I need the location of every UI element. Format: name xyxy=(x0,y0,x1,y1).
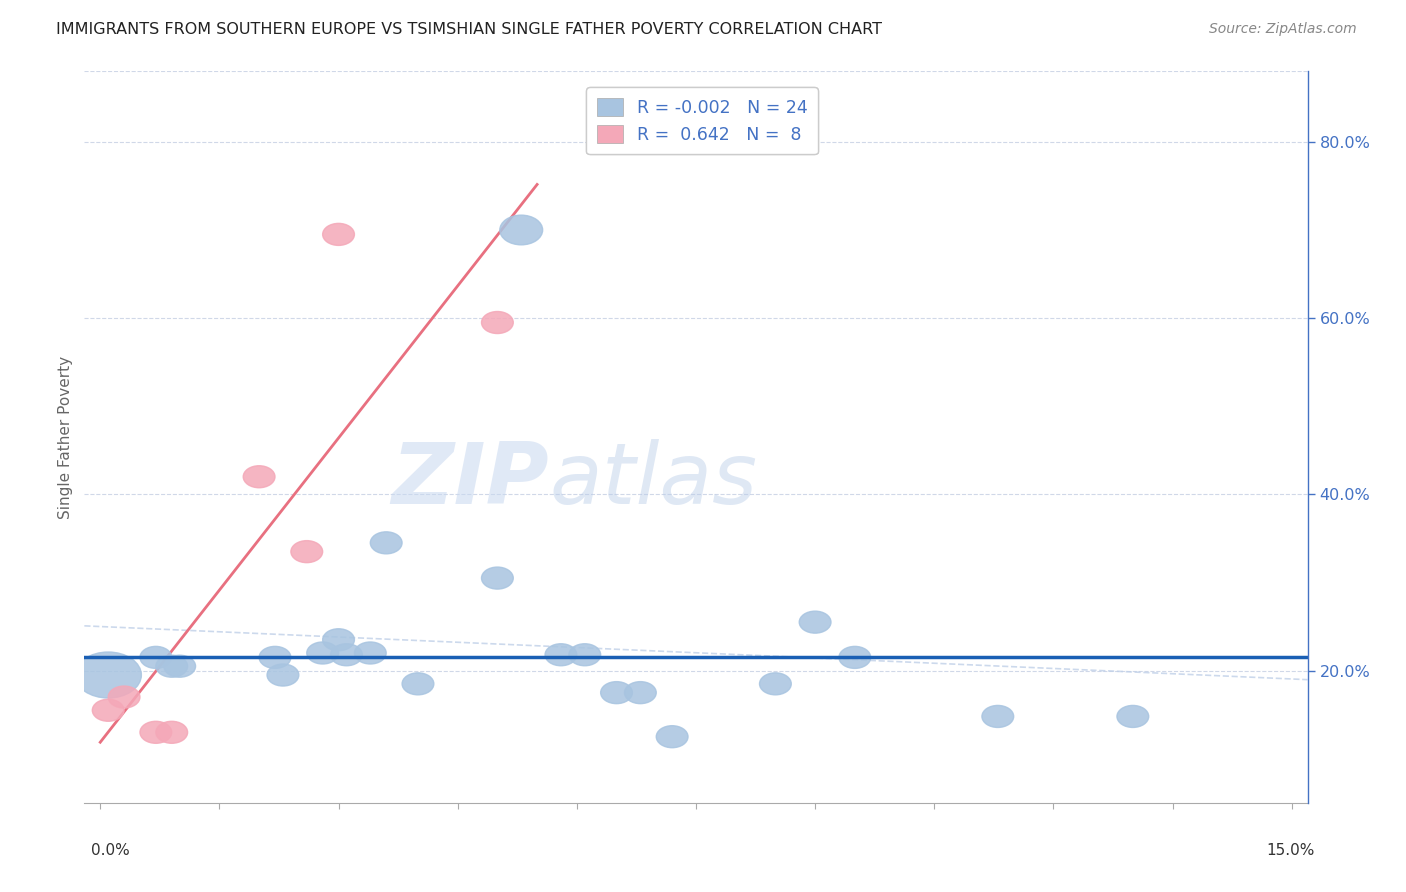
Legend: R = -0.002   N = 24, R =  0.642   N =  8: R = -0.002 N = 24, R = 0.642 N = 8 xyxy=(586,87,818,154)
Ellipse shape xyxy=(600,681,633,704)
Ellipse shape xyxy=(370,532,402,554)
Ellipse shape xyxy=(402,673,434,695)
Ellipse shape xyxy=(799,611,831,633)
Ellipse shape xyxy=(624,681,657,704)
Ellipse shape xyxy=(267,664,299,686)
Y-axis label: Single Father Poverty: Single Father Poverty xyxy=(58,356,73,518)
Ellipse shape xyxy=(156,722,187,743)
Ellipse shape xyxy=(481,567,513,589)
Ellipse shape xyxy=(569,644,600,665)
Ellipse shape xyxy=(657,726,688,747)
Ellipse shape xyxy=(141,722,172,743)
Text: 15.0%: 15.0% xyxy=(1267,843,1315,858)
Ellipse shape xyxy=(291,541,322,563)
Ellipse shape xyxy=(75,652,142,698)
Ellipse shape xyxy=(330,644,363,665)
Ellipse shape xyxy=(93,699,124,722)
Ellipse shape xyxy=(481,311,513,334)
Ellipse shape xyxy=(354,642,387,664)
Ellipse shape xyxy=(141,647,172,668)
Ellipse shape xyxy=(156,656,187,677)
Ellipse shape xyxy=(243,466,276,488)
Ellipse shape xyxy=(759,673,792,695)
Text: atlas: atlas xyxy=(550,440,758,523)
Ellipse shape xyxy=(108,686,141,708)
Ellipse shape xyxy=(307,642,339,664)
Ellipse shape xyxy=(1116,706,1149,728)
Text: 0.0%: 0.0% xyxy=(91,843,131,858)
Ellipse shape xyxy=(322,223,354,245)
Text: IMMIGRANTS FROM SOUTHERN EUROPE VS TSIMSHIAN SINGLE FATHER POVERTY CORRELATION C: IMMIGRANTS FROM SOUTHERN EUROPE VS TSIMS… xyxy=(56,22,882,37)
Ellipse shape xyxy=(546,644,576,665)
Text: ZIP: ZIP xyxy=(391,440,550,523)
Ellipse shape xyxy=(322,629,354,651)
Ellipse shape xyxy=(259,647,291,668)
Ellipse shape xyxy=(163,656,195,677)
Ellipse shape xyxy=(499,215,543,244)
Ellipse shape xyxy=(981,706,1014,728)
Ellipse shape xyxy=(839,647,870,668)
Text: Source: ZipAtlas.com: Source: ZipAtlas.com xyxy=(1209,22,1357,37)
